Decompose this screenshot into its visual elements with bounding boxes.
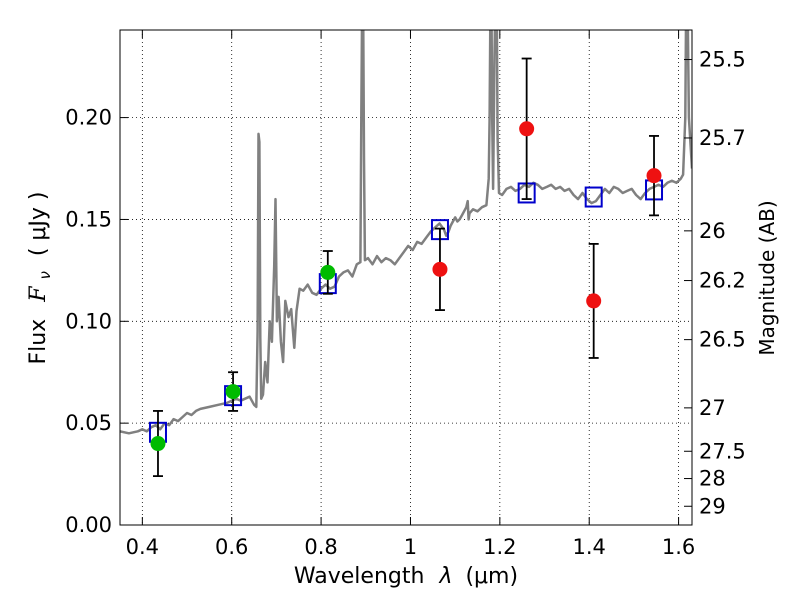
grid-lines bbox=[120, 30, 692, 525]
y-axis-ticks: 0.00 0.05 0.10 0.15 0.20 bbox=[65, 106, 128, 537]
y2-tick-label: 25.5 bbox=[699, 48, 746, 72]
y-axis-label-unit: ( μJy ) bbox=[26, 191, 51, 256]
y-tick-label: 0.10 bbox=[65, 309, 112, 333]
x-tick-label: 0.8 bbox=[304, 535, 337, 559]
photometry-points-layer bbox=[150, 121, 662, 452]
y-axis-label: Flux F ν ( μJy ) bbox=[26, 191, 56, 364]
y2-tick-label: 25.7 bbox=[699, 126, 746, 150]
spectrum-layer bbox=[120, 30, 692, 435]
x-tick-label: 0.6 bbox=[215, 535, 248, 559]
y-axis-label-symbol: F bbox=[26, 286, 51, 303]
y2-tick-label: 27 bbox=[699, 396, 726, 420]
photometry-point bbox=[432, 261, 448, 277]
y-axis-label-subscript: ν bbox=[36, 271, 54, 279]
y2-tick-label: 26.5 bbox=[699, 328, 746, 352]
y-tick-label: 0.15 bbox=[65, 207, 112, 231]
x-tick-label: 1 bbox=[404, 535, 417, 559]
photometry-point bbox=[225, 384, 241, 400]
x-axis-ticks: 0.4 0.6 0.8 1 1.2 1.4 1.6 bbox=[126, 30, 695, 559]
x-axis-label-prefix: Wavelength bbox=[294, 564, 425, 589]
x-axis-label: Wavelength λ (μm) bbox=[294, 564, 518, 589]
photometry-point bbox=[646, 168, 662, 184]
y2-tick-label: 28 bbox=[699, 467, 726, 491]
x-tick-label: 1.4 bbox=[573, 535, 606, 559]
photometry-point bbox=[150, 436, 166, 452]
y2-tick-label: 26 bbox=[699, 219, 726, 243]
y2-tick-label: 26.2 bbox=[699, 269, 746, 293]
photometry-point bbox=[320, 264, 336, 280]
x-axis-label-unit: (μm) bbox=[465, 564, 518, 589]
plot-frame bbox=[119, 29, 693, 526]
x-tick-label: 0.4 bbox=[126, 535, 159, 559]
y2-axis-ticks: 25.5 25.7 26 26.2 26.5 27 27.5 28 29 bbox=[684, 48, 746, 518]
model-photometry-square bbox=[584, 186, 603, 208]
y-tick-label: 0.00 bbox=[65, 513, 112, 537]
y2-axis-label: Magnitude (AB) bbox=[755, 200, 779, 355]
y-axis-label-prefix: Flux bbox=[26, 319, 51, 365]
plot-area bbox=[120, 30, 692, 525]
x-tick-label: 1.6 bbox=[662, 535, 695, 559]
x-tick-label: 1.2 bbox=[483, 535, 516, 559]
photometry-point bbox=[586, 293, 602, 309]
y-tick-label: 0.20 bbox=[65, 106, 112, 130]
photometry-point bbox=[519, 121, 535, 137]
y2-tick-label: 27.5 bbox=[699, 439, 746, 463]
spectrum-line bbox=[120, 30, 692, 435]
x-axis-label-symbol: λ bbox=[438, 564, 452, 589]
y2-tick-label: 29 bbox=[699, 494, 726, 518]
y-tick-label: 0.05 bbox=[65, 411, 112, 435]
